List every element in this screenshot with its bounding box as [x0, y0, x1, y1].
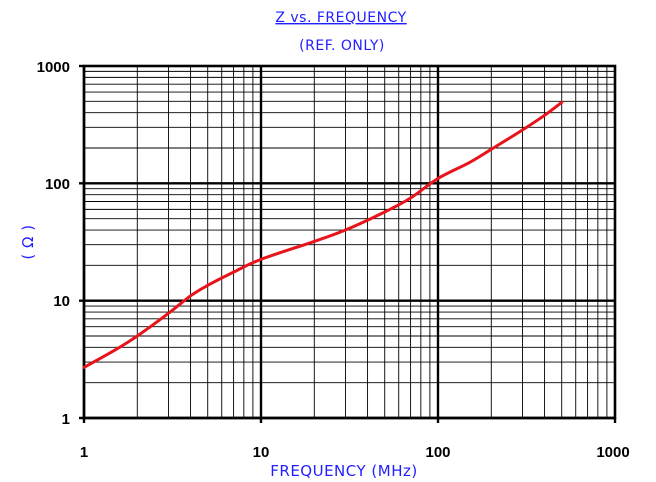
x-axis-label: FREQUENCY (MHz) — [270, 462, 417, 480]
series-group — [82, 100, 564, 369]
plot-grid — [79, 64, 617, 423]
plot-area-border — [82, 64, 617, 420]
chart-title: Z vs. FREQUENCY — [275, 10, 406, 26]
y-tick-label: 100 — [45, 176, 70, 193]
y-tick-label: 1000 — [37, 59, 70, 76]
x-tick-label: 1 — [80, 444, 88, 461]
x-tick-label: 10 — [253, 444, 270, 461]
x-tick-label: 1000 — [596, 444, 629, 461]
x-tick-label: 100 — [425, 444, 450, 461]
y-axis-label: ( Ω ) — [19, 224, 37, 259]
y-tick-label: 10 — [53, 293, 70, 310]
y-tick-label: 1 — [62, 411, 70, 428]
series-line — [82, 100, 564, 369]
chart-subtitle: (REF. ONLY) — [299, 38, 385, 54]
